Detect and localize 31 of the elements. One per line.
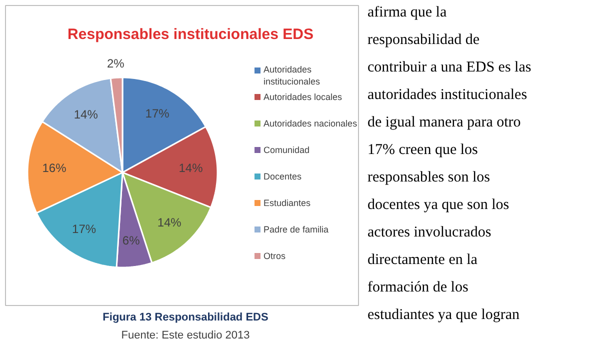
legend-label: Autoridades institucionales [264, 64, 321, 86]
legend-label: Autoridades locales [264, 92, 343, 102]
data-label: 6% [122, 233, 140, 248]
text: afirma que la [368, 4, 447, 20]
data-label: 2% [106, 56, 125, 70]
text: responsables son los [368, 170, 490, 186]
text: de igual manera para otro [368, 114, 521, 130]
legend-label: Estudiantes [264, 198, 312, 208]
text: estudiantes ya que logran [368, 307, 520, 323]
text: docentes ya que son los [368, 197, 510, 213]
data-label: 14% [178, 161, 204, 176]
data-label: 17% [72, 222, 96, 236]
legend-label: Padre de familia [264, 224, 329, 234]
text: Figura 13 Responsabilidad EDS [102, 312, 268, 324]
data-label: 14% [74, 108, 98, 122]
text: formación de los [368, 280, 468, 296]
source-note: Fuente: Este estudio 2013 [121, 330, 250, 342]
data-label: 17% [145, 106, 170, 121]
text: contribuir a una EDS es las [368, 60, 532, 76]
text: directamente en la [368, 252, 478, 268]
legend-label: Autoridades nacionales [264, 118, 358, 128]
data-label: 14% [157, 215, 182, 230]
text: responsabilidad de [368, 32, 480, 48]
legend-label: Docentes [264, 172, 302, 182]
text: 17% creen que los [368, 142, 478, 158]
text: autoridades institucionales [368, 87, 528, 103]
legend-label: Comunidad [264, 145, 310, 155]
text: actores involucrados [368, 224, 492, 240]
legend-label: Otros [264, 251, 286, 261]
data-label: 16% [42, 161, 67, 176]
chart-title: Responsables institucionales EDS [68, 26, 314, 43]
